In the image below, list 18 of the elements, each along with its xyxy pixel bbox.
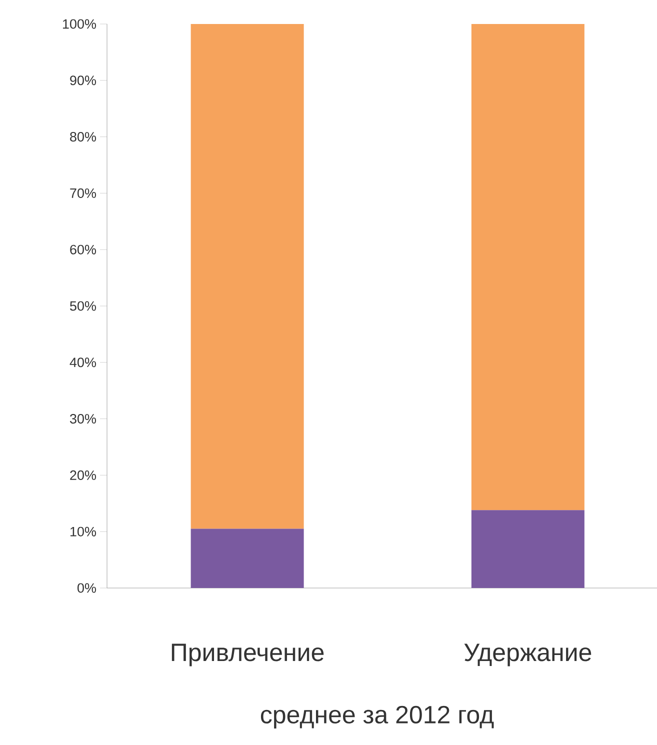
bar [471,24,584,510]
y-tick-label: 20% [70,470,96,480]
y-tick-label: 50% [70,301,96,311]
y-tick-label: 60% [70,244,96,254]
x-tick-label: Привлечение [172,644,324,666]
bar [471,510,584,588]
bar [190,528,304,588]
x-axis-title: среднее за 2012 год [260,706,494,728]
y-tick-label: 30% [70,414,96,424]
x-tick-label: Удержание [464,644,592,666]
bar [190,24,304,529]
y-tick-label: 70% [70,188,96,198]
y-tick-label: 40% [70,358,96,368]
y-tick-label: 10% [70,526,96,536]
y-tick-label: 90% [70,76,96,86]
y-tick-label: 80% [70,132,96,142]
y-tick-label: 100% [62,19,96,29]
y-tick-label: 0% [78,583,96,593]
